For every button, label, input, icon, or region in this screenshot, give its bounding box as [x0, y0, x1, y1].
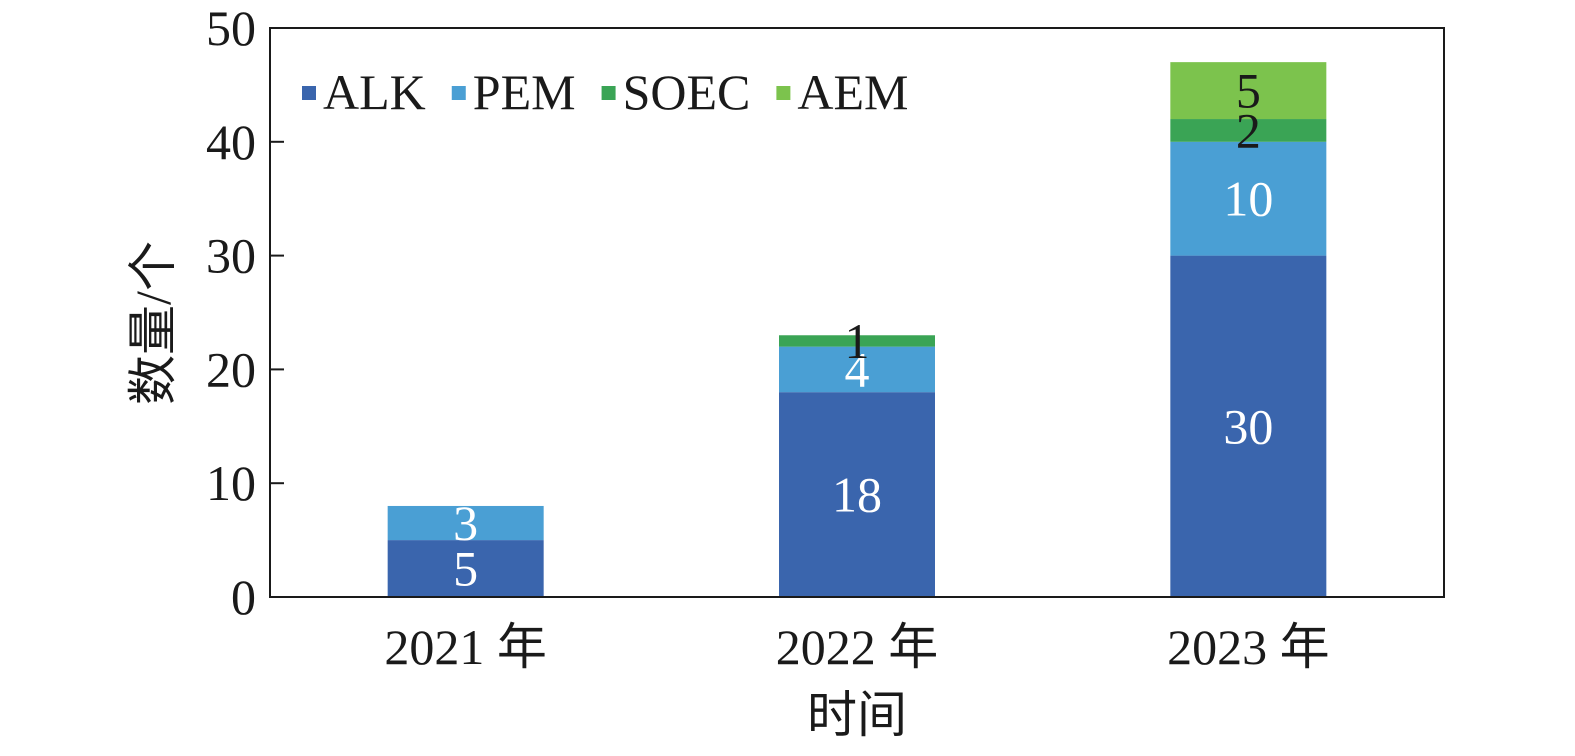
- legend: ALK PEM SOEC AEM: [302, 64, 909, 120]
- data-label-pem-1: 3: [453, 495, 478, 551]
- bar-alk-3: [1170, 255, 1327, 597]
- legend-label-soec: SOEC: [623, 64, 751, 120]
- bar-alk-2: [779, 392, 935, 597]
- legend-marker-alk: [302, 86, 316, 100]
- y-tick-label: 50: [206, 0, 256, 56]
- legend-label-alk: ALK: [323, 64, 426, 120]
- x-tick-label: 2023 年: [1167, 619, 1330, 675]
- legend-marker-pem: [451, 86, 466, 100]
- y-axis-title: 数量/个: [125, 241, 181, 405]
- y-tick-label: 40: [206, 114, 256, 170]
- bar-soec-3: [1170, 119, 1327, 142]
- x-tick-label: 2022 年: [776, 619, 939, 675]
- bar-alk-1: [387, 540, 544, 597]
- bar-pem-3: [1170, 141, 1327, 256]
- data-label-pem-3: 10: [1223, 171, 1273, 227]
- bar-aem-3: [1170, 62, 1327, 120]
- bars-layer: [387, 62, 1327, 597]
- bar-soec-2: [779, 335, 935, 347]
- bar-pem-1: [387, 505, 544, 541]
- legend-marker-aem: [776, 86, 791, 100]
- bar-pem-2: [779, 346, 935, 393]
- x-tick-label: 2021 年: [384, 619, 547, 675]
- legend-label-aem: AEM: [797, 64, 908, 120]
- data-label-soec-3: 2: [1236, 102, 1261, 158]
- data-label-alk-3: 30: [1223, 398, 1273, 454]
- y-tick-label: 0: [231, 569, 256, 625]
- x-axis-title: 时间: [807, 687, 907, 743]
- data-label-alk-1: 5: [453, 541, 478, 597]
- axes-layer: 2021 年 2022 年 2023 年 0 10 20 30 40 50: [206, 0, 1445, 675]
- y-tick-label: 10: [206, 455, 256, 511]
- y-tick-label: 20: [206, 341, 256, 397]
- data-label-soec-2: 1: [845, 313, 870, 369]
- data-label-aem-3: 5: [1236, 63, 1261, 119]
- data-label-pem-2: 4: [845, 341, 870, 397]
- data-label-alk-2: 18: [832, 467, 882, 523]
- legend-marker-soec: [601, 86, 616, 100]
- y-tick-label: 30: [206, 228, 256, 284]
- plot-frame: [269, 27, 1445, 598]
- legend-label-pem: PEM: [473, 64, 576, 120]
